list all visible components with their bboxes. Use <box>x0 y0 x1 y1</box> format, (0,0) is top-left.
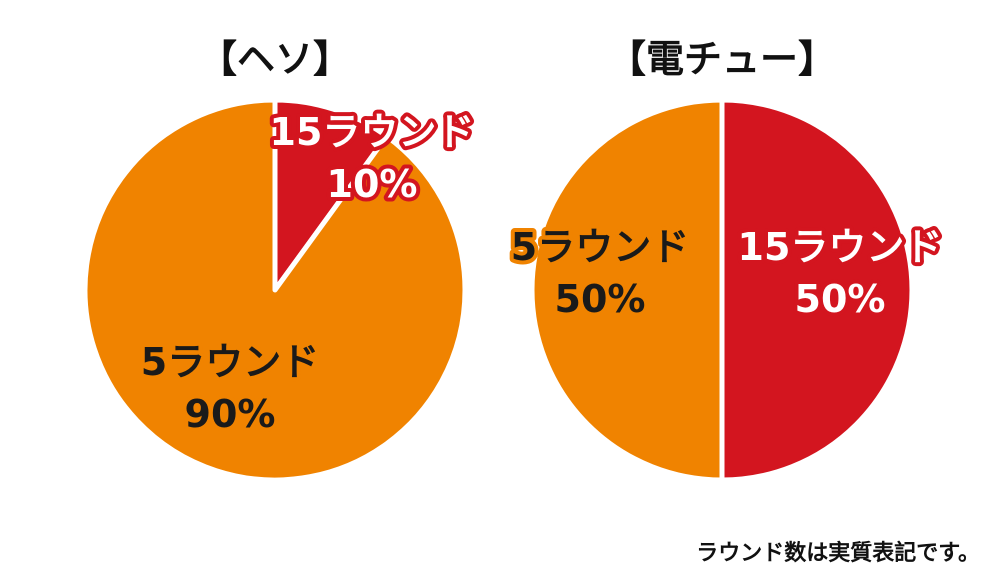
denchu-slice-1 <box>529 97 725 483</box>
heso-pie-chart: 【ヘソ】 15ラウンド 10% 5ラウンド 90% <box>82 37 478 483</box>
heso-chart-title: 【ヘソ】 <box>199 37 351 81</box>
denchu-slice-1-label: 5ラウンド <box>511 225 689 269</box>
denchu-pie-chart: 【電チュー】 15ラウンド 50% 5ラウンド 50% <box>507 37 946 483</box>
denchu-slice-0-label: 15ラウンド <box>738 225 943 269</box>
heso-slice-0-label: 15ラウンド <box>270 110 475 154</box>
denchu-slice-0 <box>719 97 915 483</box>
heso-slice-1-label: 5ラウンド <box>141 340 319 384</box>
heso-slice-0 <box>272 97 390 293</box>
denchu-slice-0-value-label: 50% <box>795 277 886 321</box>
heso-slice-1 <box>82 97 468 483</box>
heso-slice-0-value-label: 10% <box>327 162 418 206</box>
denchu-slice-1-value-label: 50% <box>555 277 646 321</box>
denchu-chart-title: 【電チュー】 <box>608 37 836 81</box>
heso-slice-1-value-label: 90% <box>185 392 276 436</box>
footnote: ラウンド数は実質表記です。 <box>696 541 980 566</box>
